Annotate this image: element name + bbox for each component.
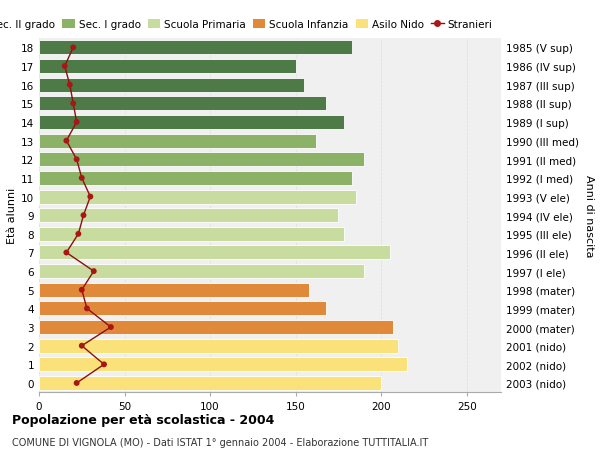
Bar	[39, 358, 407, 371]
Point	[77, 286, 86, 294]
Bar	[39, 376, 381, 390]
Point	[62, 249, 71, 257]
Bar	[39, 78, 304, 93]
Point	[79, 212, 88, 219]
Bar	[39, 41, 352, 55]
Bar	[39, 302, 326, 316]
Bar	[39, 246, 390, 260]
Point	[72, 119, 82, 126]
Text: Popolazione per età scolastica - 2004: Popolazione per età scolastica - 2004	[12, 413, 274, 426]
Point	[77, 342, 86, 350]
Bar	[39, 97, 326, 111]
Point	[74, 231, 83, 238]
Bar	[39, 172, 352, 185]
Text: COMUNE DI VIGNOLA (MO) - Dati ISTAT 1° gennaio 2004 - Elaborazione TUTTITALIA.IT: COMUNE DI VIGNOLA (MO) - Dati ISTAT 1° g…	[12, 437, 428, 447]
Bar	[39, 190, 356, 204]
Bar	[39, 283, 310, 297]
Point	[99, 361, 109, 368]
Point	[77, 175, 86, 182]
Legend: Sec. II grado, Sec. I grado, Scuola Primaria, Scuola Infanzia, Asilo Nido, Stran: Sec. II grado, Sec. I grado, Scuola Prim…	[0, 20, 492, 30]
Point	[86, 193, 95, 201]
Y-axis label: Anni di nascita: Anni di nascita	[584, 174, 595, 257]
Point	[62, 138, 71, 145]
Bar	[39, 153, 364, 167]
Bar	[39, 339, 398, 353]
Bar	[39, 134, 316, 148]
Point	[72, 156, 82, 163]
Bar	[39, 320, 393, 334]
Bar	[39, 209, 338, 223]
Bar	[39, 264, 364, 279]
Point	[82, 305, 92, 313]
Point	[106, 324, 116, 331]
Point	[60, 63, 70, 71]
Point	[65, 82, 74, 89]
Y-axis label: Età alunni: Età alunni	[7, 188, 17, 244]
Point	[68, 101, 78, 108]
Bar	[39, 227, 344, 241]
Bar	[39, 116, 344, 130]
Point	[68, 45, 78, 52]
Bar	[39, 60, 296, 74]
Point	[89, 268, 98, 275]
Point	[72, 380, 82, 387]
